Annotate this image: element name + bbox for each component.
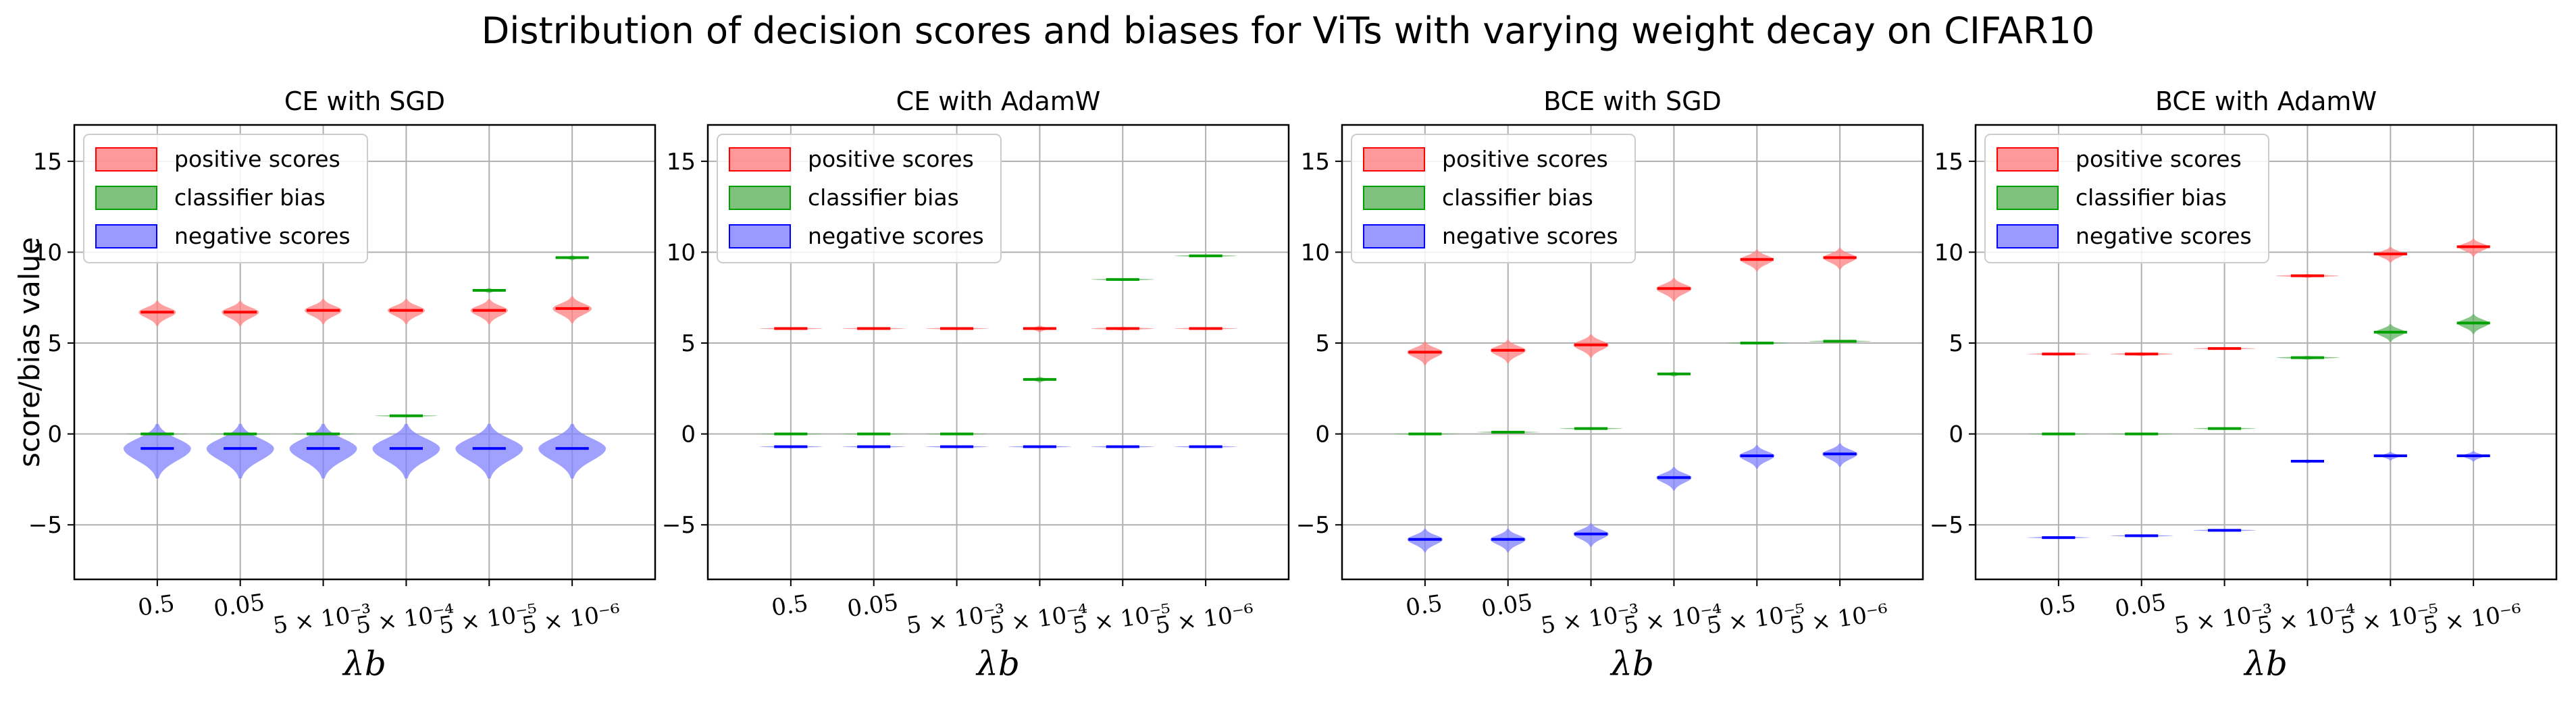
negative-violin <box>289 423 357 479</box>
legend-label-bias: classifier bias <box>808 184 959 211</box>
legend-label-negative: negative scores <box>174 223 351 249</box>
legend-label-positive: positive scores <box>174 146 340 172</box>
figure-title: Distribution of decision scores and bias… <box>481 9 2095 52</box>
legend-label-bias: classifier bias <box>2076 184 2227 211</box>
ytick-label: −5 <box>1296 512 1330 539</box>
ytick-label: 10 <box>1301 239 1330 266</box>
ytick-label: 0 <box>1949 421 1963 448</box>
x-axis-label: λb <box>342 644 386 683</box>
xtick-label: 0.5 <box>1404 590 1444 622</box>
ytick-label: 0 <box>1315 421 1330 448</box>
y-axis-label: score/bias value <box>13 237 46 467</box>
negative-violin <box>206 423 274 479</box>
legend-swatch-negative <box>1363 224 1425 248</box>
ytick-label: −5 <box>28 512 62 539</box>
legend-label-negative: negative scores <box>808 223 984 249</box>
ytick-label: 15 <box>1934 149 1963 176</box>
ytick-label: 5 <box>681 330 696 357</box>
legend-swatch-positive <box>729 147 791 172</box>
ytick-label: 15 <box>667 149 696 176</box>
legend-label-bias: classifier bias <box>174 184 326 211</box>
xtick-label: 0.05 <box>2113 589 2168 623</box>
xtick-label: 0.5 <box>770 590 810 622</box>
ytick-label: 15 <box>33 149 62 176</box>
xtick-label: 0.05 <box>212 589 267 623</box>
ytick-label: 5 <box>1315 330 1330 357</box>
panel-title: BCE with SGD <box>1543 86 1722 116</box>
negative-violin <box>372 423 440 479</box>
legend-swatch-bias <box>1363 186 1425 210</box>
axes-frame <box>73 124 656 581</box>
ytick-label: 0 <box>47 421 62 448</box>
ytick-label: −5 <box>1930 512 1963 539</box>
ytick-label: 10 <box>667 239 696 266</box>
xtick-label: 0.5 <box>2038 590 2078 622</box>
legend-label-positive: positive scores <box>1442 146 1608 172</box>
legend: positive scores classifier bias negative s… <box>1351 134 1636 263</box>
panel-title: CE with SGD <box>284 86 445 116</box>
legend: positive scores classifier bias negative s… <box>83 134 368 263</box>
legend-swatch-positive <box>95 147 157 172</box>
axes-frame <box>706 124 1290 581</box>
legend-swatch-bias <box>729 186 791 210</box>
legend: positive scores classifier bias negative s… <box>717 134 1002 263</box>
panel-title: CE with AdamW <box>896 86 1101 116</box>
ytick-label: −5 <box>662 512 696 539</box>
ytick-label: 5 <box>1949 330 1963 357</box>
legend-label-negative: negative scores <box>2076 223 2252 249</box>
legend-swatch-positive <box>1997 147 2059 172</box>
xtick-label: 0.05 <box>1480 589 1535 623</box>
xtick-label: 0.5 <box>136 590 176 622</box>
legend-label-positive: positive scores <box>2076 146 2242 172</box>
legend-swatch-bias <box>1997 186 2059 210</box>
x-axis-label: λb <box>1609 644 1654 683</box>
legend-swatch-negative <box>729 224 791 248</box>
negative-violin <box>124 423 191 479</box>
negative-violin <box>455 423 523 479</box>
ytick-label: 15 <box>1301 149 1330 176</box>
legend-swatch-negative <box>95 224 157 248</box>
xtick-label: 0.05 <box>846 589 900 623</box>
axes-frame <box>1341 124 1924 581</box>
axes-frame <box>1974 124 2558 581</box>
positive-violin <box>552 296 592 324</box>
ytick-label: 10 <box>33 239 62 266</box>
legend-swatch-positive <box>1363 147 1425 172</box>
ytick-label: 0 <box>681 421 696 448</box>
ytick-label: 5 <box>47 330 62 357</box>
legend-label-bias: classifier bias <box>1442 184 1593 211</box>
legend-label-negative: negative scores <box>1442 223 1618 249</box>
legend: positive scores classifier bias negative s… <box>1984 134 2269 263</box>
x-axis-label: λb <box>2243 644 2288 683</box>
legend-label-positive: positive scores <box>808 146 974 172</box>
ytick-label: 10 <box>1934 239 1963 266</box>
panel-title: BCE with AdamW <box>2155 86 2377 116</box>
legend-swatch-negative <box>1997 224 2059 248</box>
negative-violin <box>538 423 606 479</box>
x-axis-label: λb <box>975 644 1020 683</box>
legend-swatch-bias <box>95 186 157 210</box>
